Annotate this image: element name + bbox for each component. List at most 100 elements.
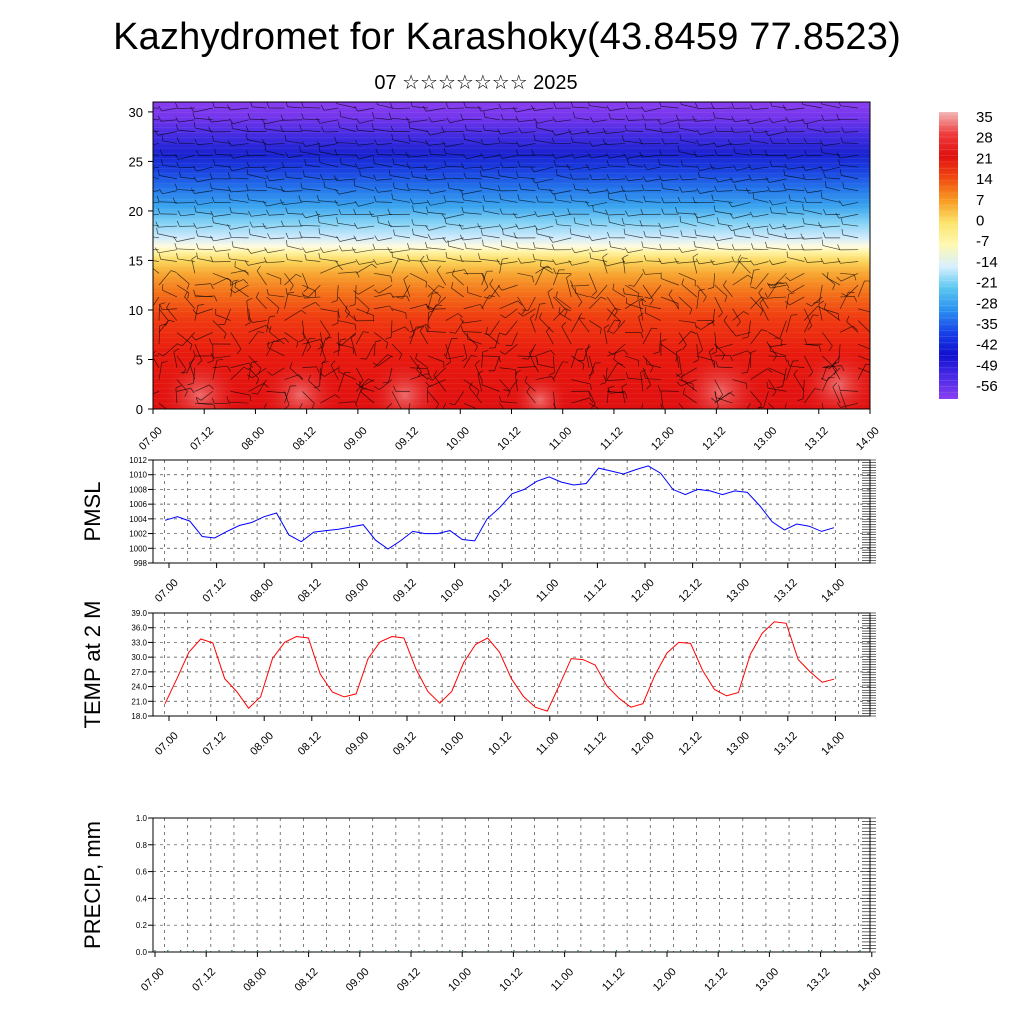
wind-barb-flag	[195, 230, 198, 237]
y-tick-label: 33.0	[131, 638, 147, 647]
wind-barb	[857, 363, 867, 380]
wind-barb	[446, 237, 464, 243]
wind-barb-flag	[349, 304, 356, 307]
wind-barb-flag	[561, 321, 566, 327]
wind-barb-flag	[411, 219, 414, 226]
wind-barb-flag	[444, 217, 447, 224]
wind-barb-flag	[216, 358, 223, 361]
wind-barb	[477, 373, 482, 392]
wind-barb-flag	[427, 368, 430, 375]
wind-barb-flag	[793, 369, 798, 375]
wind-barb	[713, 261, 733, 266]
wind-barb-flag	[319, 247, 324, 253]
wind-barb-flag	[451, 282, 454, 289]
wind-barb-flag	[296, 341, 299, 348]
wind-barb-flag	[621, 135, 624, 142]
wind-barb-flag	[625, 210, 629, 217]
wind-barb	[153, 190, 160, 192]
wind-barb-flag	[681, 373, 684, 380]
wind-barb-flag	[531, 105, 535, 111]
wind-barb-flag	[713, 235, 717, 242]
wind-barb	[373, 128, 393, 132]
wind-barb	[194, 344, 203, 361]
wind-barb	[337, 372, 345, 392]
wind-barb	[354, 185, 375, 191]
wind-barb-flag	[748, 174, 752, 181]
wind-barb	[821, 403, 824, 409]
wind-barb-flag	[802, 203, 804, 210]
wind-barb	[753, 248, 769, 251]
wind-barb	[266, 186, 285, 191]
wind-barb	[840, 272, 855, 275]
wind-barb-flag	[714, 149, 718, 156]
wind-barb-flag	[695, 258, 700, 265]
wind-barb-flag	[641, 106, 646, 112]
wind-barb	[338, 401, 355, 404]
wind-barb	[499, 402, 505, 409]
wind-barb	[336, 178, 357, 182]
wind-barb	[391, 308, 406, 314]
wind-barb	[787, 257, 805, 262]
wind-barb-flag	[351, 247, 356, 253]
wind-barb	[269, 237, 285, 240]
colorbar-label: 21	[976, 150, 993, 167]
wind-barb	[318, 213, 339, 217]
wind-barb-flag	[263, 383, 269, 388]
wind-barb-flag	[251, 392, 258, 395]
wind-barb-flag	[624, 124, 627, 131]
wind-barb-flag	[518, 127, 522, 134]
wind-barb	[537, 225, 554, 231]
wind-barb	[284, 391, 290, 406]
wind-barb	[786, 360, 794, 380]
wind-barb-flag	[184, 291, 188, 298]
wind-barb	[535, 140, 554, 144]
wind-barb-flag	[330, 360, 336, 366]
wind-barb	[420, 260, 429, 274]
wind-barb	[230, 143, 249, 147]
wind-barb	[553, 361, 563, 380]
wind-barb-flag	[353, 208, 357, 215]
wind-barb-flag	[231, 122, 233, 129]
x-tick-label: 11.12	[600, 966, 627, 993]
wind-barb	[681, 379, 697, 392]
wind-barb	[840, 296, 855, 298]
wind-barb-flag	[382, 381, 389, 384]
wind-barb-flag	[333, 175, 338, 181]
wind-barb-flag	[354, 324, 357, 331]
wind-barb-flag	[769, 137, 773, 144]
wind-barb-flag	[570, 280, 574, 287]
wind-barb-flag	[375, 148, 379, 155]
wind-barb	[176, 284, 190, 293]
wind-barb	[678, 272, 696, 281]
wind-barb-flag	[661, 208, 665, 215]
wind-barb-flag	[405, 116, 410, 123]
x-tick-label: 08.12	[291, 425, 319, 453]
wind-barb-flag	[301, 102, 304, 108]
wind-barb	[467, 292, 482, 298]
wind-barb-flag	[658, 175, 663, 181]
wind-barb	[427, 285, 439, 298]
wind-barb-flag	[425, 303, 429, 310]
wind-barb	[680, 221, 697, 227]
wind-barb	[552, 237, 572, 243]
wind-barb	[483, 166, 500, 171]
wind-barb	[166, 307, 178, 321]
wind-barb	[446, 223, 464, 227]
wind-barb-flag	[696, 165, 701, 171]
wind-barb	[304, 296, 321, 299]
wind-barb	[176, 237, 195, 242]
wind-barb	[627, 377, 644, 380]
wind-barb	[750, 270, 755, 286]
wind-barb	[768, 332, 783, 341]
wind-barb-flag	[514, 369, 518, 376]
wind-barb-flag	[477, 370, 484, 375]
wind-barb	[588, 166, 608, 170]
wind-barb-flag	[548, 372, 555, 376]
wind-barb	[426, 387, 429, 404]
wind-barb-flag	[570, 173, 573, 180]
wind-barb-flag	[873, 313, 874, 319]
wind-barb	[391, 259, 399, 274]
wind-barb	[605, 379, 626, 381]
wind-barb-flag	[139, 187, 142, 192]
wind-barb	[393, 163, 411, 168]
